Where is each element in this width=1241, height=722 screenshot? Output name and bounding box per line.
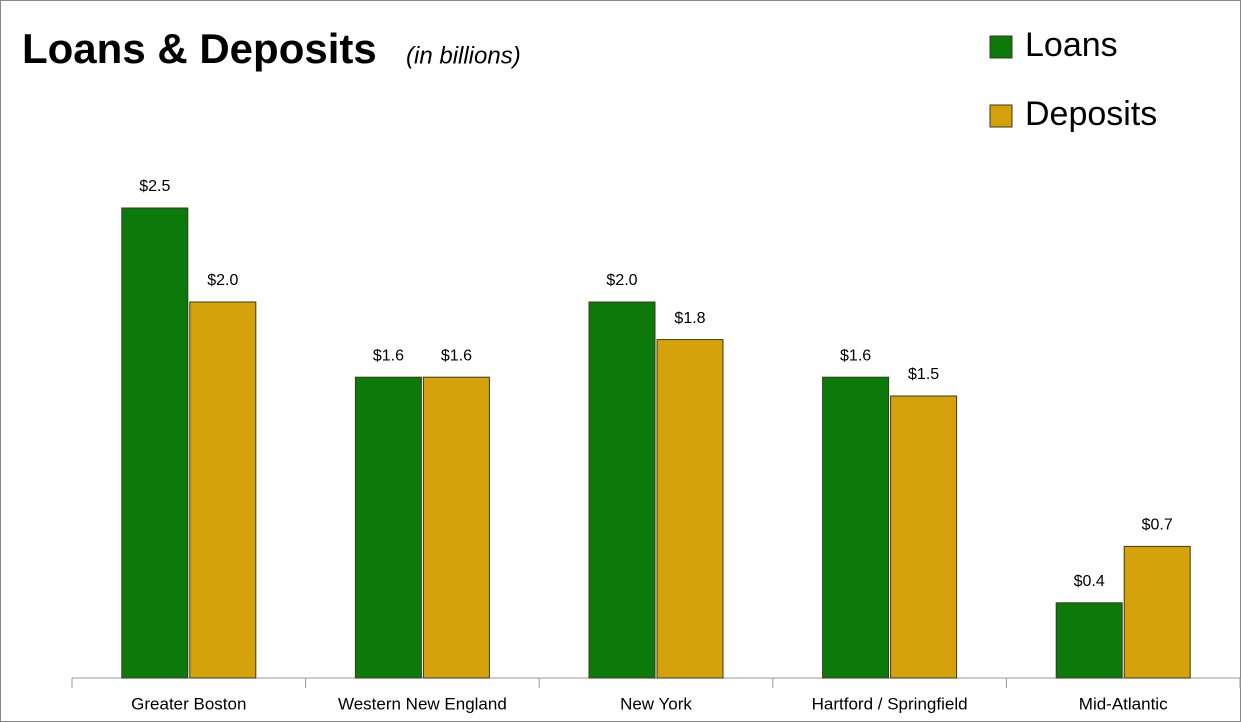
x-tick-label: Western New England <box>338 694 507 713</box>
value-label: $2.5 <box>139 178 170 195</box>
bar <box>822 376 890 679</box>
x-tick-label: Hartford / Springfield <box>812 694 968 713</box>
value-label: $2.0 <box>207 272 238 289</box>
chart-title: Loans & Deposits <box>22 25 377 72</box>
bar <box>1055 602 1123 679</box>
bar <box>422 376 490 679</box>
bar <box>890 395 958 679</box>
bar <box>354 376 422 679</box>
value-label: $1.8 <box>674 310 705 327</box>
bar <box>189 301 257 679</box>
value-label: $1.6 <box>373 347 404 364</box>
value-label: $2.0 <box>606 272 637 289</box>
bar <box>1123 545 1191 679</box>
value-label: $0.7 <box>1142 517 1173 534</box>
legend-marker <box>989 35 1013 59</box>
legend-label: Loans <box>1025 26 1118 64</box>
bar <box>656 339 724 679</box>
x-tick-label: New York <box>620 694 692 713</box>
value-label: $0.4 <box>1074 573 1105 590</box>
legend-marker <box>989 104 1013 128</box>
value-label: $1.6 <box>441 347 472 364</box>
value-label: $1.6 <box>840 347 871 364</box>
x-tick-label: Mid-Atlantic <box>1079 694 1168 713</box>
value-label: $1.5 <box>908 366 939 383</box>
bar <box>588 301 656 679</box>
bar <box>121 207 189 679</box>
legend-label: Deposits <box>1025 95 1157 133</box>
x-tick-label: Greater Boston <box>131 694 246 713</box>
chart-subtitle: (in billions) <box>406 42 521 69</box>
